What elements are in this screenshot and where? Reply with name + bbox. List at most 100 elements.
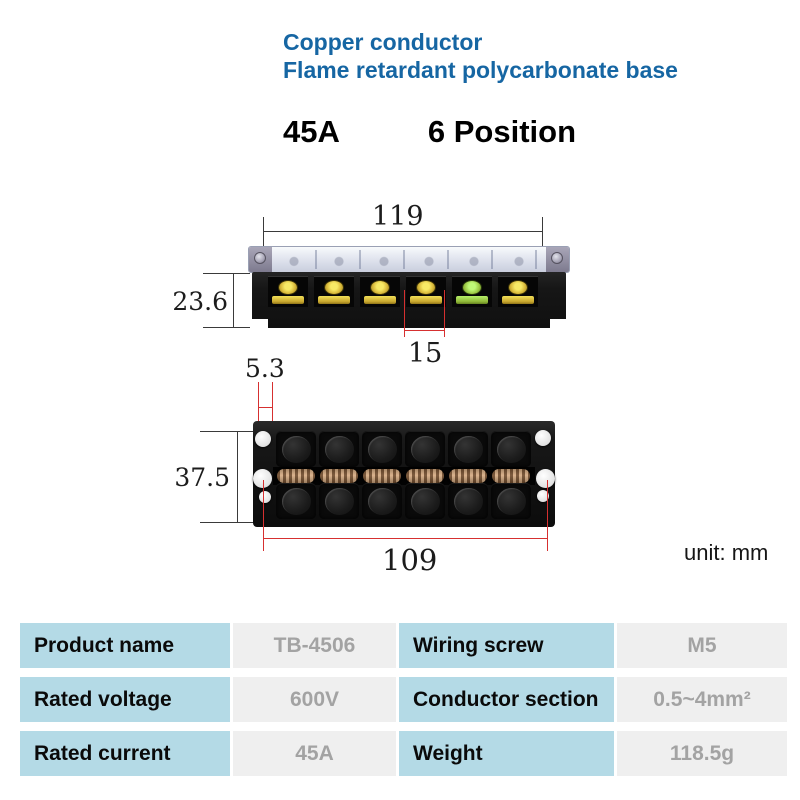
dim-tick bbox=[203, 327, 250, 328]
terminal-5 bbox=[452, 276, 492, 307]
terminal-screw-icon bbox=[463, 280, 481, 294]
spec-label: Conductor section bbox=[399, 677, 614, 722]
dome-bump bbox=[453, 487, 483, 515]
recess-cell bbox=[448, 483, 488, 519]
recess-cell bbox=[319, 431, 359, 467]
dim-tick bbox=[203, 273, 250, 274]
cover-detail-lines bbox=[273, 250, 545, 269]
terminal-block-body-side bbox=[252, 272, 566, 328]
recess-cell bbox=[491, 431, 531, 467]
dim-tick bbox=[542, 217, 543, 250]
terminal-6 bbox=[498, 276, 538, 307]
recess-cell bbox=[491, 483, 531, 519]
terminal-3 bbox=[360, 276, 400, 307]
header-line1: Copper conductor bbox=[283, 29, 483, 55]
dim-terminal-pitch-label: 15 bbox=[408, 338, 443, 369]
brass-contact bbox=[320, 469, 358, 483]
recess-cell bbox=[276, 431, 316, 467]
brass-contact bbox=[492, 469, 530, 483]
dim-tick bbox=[200, 431, 253, 432]
terminal-4 bbox=[406, 276, 446, 307]
mounting-hole bbox=[259, 491, 271, 503]
unit-note: unit: mm bbox=[684, 540, 769, 565]
recess-cell bbox=[319, 483, 359, 519]
dome-bump bbox=[324, 435, 354, 463]
dome-bump bbox=[496, 487, 526, 515]
cover-screw-icon bbox=[551, 252, 563, 264]
foot-notch-left bbox=[252, 319, 268, 328]
dome-bump bbox=[410, 435, 440, 463]
terminal-screw-icon bbox=[509, 280, 527, 294]
foot-notch-right bbox=[550, 319, 566, 328]
spec-value: M5 bbox=[617, 623, 787, 668]
spec-value: 600V bbox=[233, 677, 396, 722]
dim-body-height-line bbox=[233, 273, 234, 328]
mounting-hole bbox=[253, 469, 272, 488]
current-rating-label: 45A bbox=[283, 114, 340, 149]
terminal-bar bbox=[456, 295, 488, 304]
recess-cell bbox=[362, 483, 402, 519]
dim-hole-offset-label: 5.3 bbox=[245, 354, 285, 383]
dim-bottom-height-line bbox=[237, 431, 238, 523]
terminal-screw-icon bbox=[279, 280, 297, 294]
mounting-hole bbox=[255, 431, 271, 447]
dome-bump bbox=[281, 435, 311, 463]
dim-tick bbox=[263, 217, 264, 250]
spec-label: Wiring screw bbox=[399, 623, 614, 668]
spec-value: 118.5g bbox=[617, 731, 787, 776]
mounting-hole bbox=[537, 490, 549, 502]
terminal-screw-icon bbox=[325, 280, 343, 294]
spec-label: Weight bbox=[399, 731, 614, 776]
dome-bump bbox=[496, 435, 526, 463]
dim-mount-width-connector bbox=[263, 538, 548, 539]
dome-bump bbox=[453, 435, 483, 463]
dim-pitch-line-left bbox=[404, 290, 405, 337]
spec-value: 45A bbox=[233, 731, 396, 776]
brass-contact bbox=[449, 469, 487, 483]
dim-offset-connector bbox=[258, 407, 273, 408]
dim-body-height-label: 23.6 bbox=[172, 287, 228, 316]
dome-bump bbox=[324, 487, 354, 515]
cover-end-cap-left bbox=[249, 247, 272, 272]
terminal-bar bbox=[502, 295, 534, 304]
terminal-2 bbox=[314, 276, 354, 307]
dome-bump bbox=[281, 487, 311, 515]
brass-contact bbox=[277, 469, 315, 483]
terminal-block-cover bbox=[248, 246, 570, 273]
dim-overall-width-line bbox=[263, 231, 543, 232]
spec-value: 0.5~4mm² bbox=[617, 677, 787, 722]
spec-label: Rated voltage bbox=[20, 677, 230, 722]
dome-bump bbox=[367, 487, 397, 515]
header-line2: Flame retardant polycarbonate base bbox=[283, 57, 678, 83]
terminal-bar bbox=[410, 295, 442, 304]
brass-contact-strip bbox=[273, 467, 535, 485]
terminal-bar bbox=[318, 295, 350, 304]
mounting-hole bbox=[535, 430, 551, 446]
spec-table: Product name TB-4506 Wiring screw M5 Rat… bbox=[20, 623, 787, 776]
dim-pitch-line-right bbox=[444, 290, 445, 337]
terminal-screw-icon bbox=[417, 280, 435, 294]
recess-cell bbox=[448, 431, 488, 467]
brass-contact bbox=[406, 469, 444, 483]
dim-mount-width-line-left bbox=[263, 480, 264, 551]
header-title: Copper conductor Flame retardant polycar… bbox=[283, 28, 678, 84]
dim-bottom-height-label: 37.5 bbox=[174, 463, 230, 492]
terminal-1 bbox=[268, 276, 308, 307]
spec-label: Product name bbox=[20, 623, 230, 668]
product-subheader: 45A 6 Position bbox=[283, 114, 576, 150]
terminal-bar bbox=[272, 295, 304, 304]
recess-cell bbox=[405, 431, 445, 467]
dim-pitch-connector bbox=[404, 330, 445, 331]
cover-end-cap-right bbox=[546, 247, 569, 272]
dome-bump bbox=[410, 487, 440, 515]
dome-bump bbox=[367, 435, 397, 463]
dim-tick bbox=[200, 522, 253, 523]
recess-cell bbox=[362, 431, 402, 467]
cover-screw-icon bbox=[254, 252, 266, 264]
terminal-bar bbox=[364, 295, 396, 304]
dim-overall-width-label: 119 bbox=[372, 201, 424, 232]
position-count-label: 6 Position bbox=[427, 114, 577, 149]
spec-value: TB-4506 bbox=[233, 623, 396, 668]
mounting-hole bbox=[536, 469, 555, 488]
dim-mount-width-line-right bbox=[547, 480, 548, 551]
